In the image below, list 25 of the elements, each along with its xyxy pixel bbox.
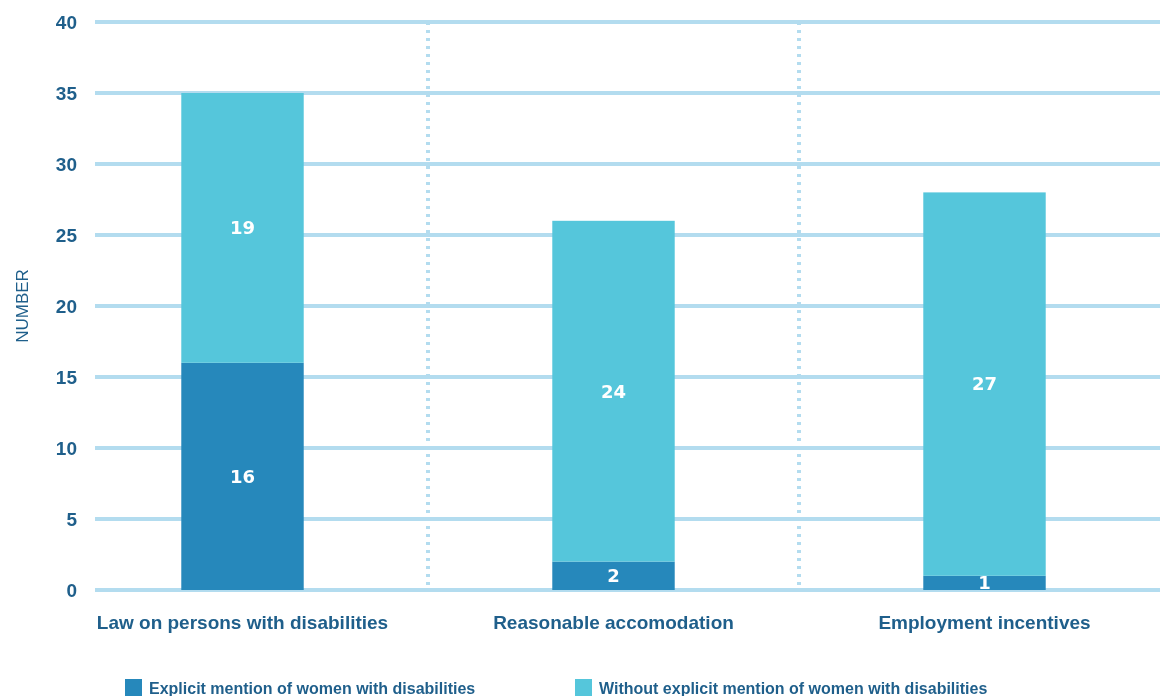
y-tick-label: 0	[66, 579, 77, 601]
y-tick-label: 15	[55, 366, 78, 388]
bar	[181, 362, 304, 590]
y-tick-label: 40	[55, 11, 77, 33]
bar	[923, 192, 1046, 576]
x-tick-label: Reasonable accomodation	[493, 612, 734, 633]
bar	[923, 575, 1046, 590]
bar	[552, 220, 675, 562]
data-label: 24	[600, 380, 627, 402]
x-tick-label: Law on persons with disabilities	[96, 612, 389, 633]
y-tick-label: 5	[66, 508, 78, 530]
data-label: 27	[971, 373, 998, 395]
data-label: 16	[229, 465, 256, 487]
data-label: 19	[229, 217, 256, 239]
y-axis-title: NUMBER	[13, 269, 32, 343]
bar	[552, 561, 675, 590]
y-tick-label: 10	[55, 437, 77, 459]
x-tick-label: Employment incentives	[878, 612, 1091, 633]
data-label: 2	[607, 565, 620, 587]
y-tick-label: 30	[55, 153, 77, 175]
bar	[181, 93, 304, 363]
data-label: 1	[978, 572, 991, 594]
y-tick-label: 25	[55, 224, 78, 246]
y-tick-label: 35	[55, 82, 78, 104]
y-tick-label: 20	[55, 295, 77, 317]
